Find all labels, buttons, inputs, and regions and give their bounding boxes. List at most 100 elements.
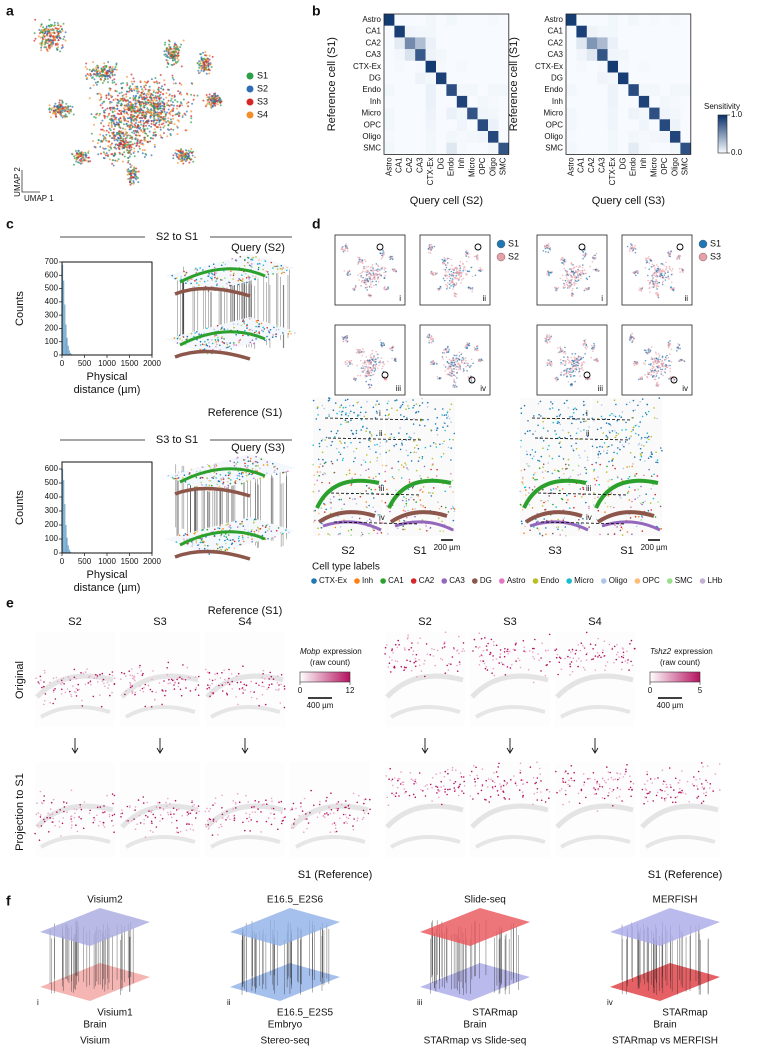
slab-dot bbox=[230, 525, 232, 527]
heatmap-cell bbox=[415, 49, 426, 61]
umap-dot bbox=[111, 115, 113, 117]
slab-dot bbox=[276, 329, 278, 331]
heatmap-cell bbox=[576, 26, 587, 38]
umap-dot bbox=[447, 346, 449, 348]
umap-dot bbox=[122, 144, 124, 146]
heatmap-cell bbox=[660, 14, 671, 26]
umap-dot bbox=[179, 105, 181, 107]
slab-dot bbox=[235, 463, 237, 465]
heatmap-cell bbox=[384, 108, 395, 120]
umap-dot bbox=[379, 269, 381, 271]
umap-dot bbox=[165, 97, 167, 99]
umap-dot bbox=[139, 128, 141, 130]
umap-dot bbox=[41, 24, 43, 26]
heatmap-cell bbox=[576, 14, 587, 26]
region-label: i bbox=[399, 294, 401, 303]
umap-dot bbox=[443, 262, 445, 264]
legend-marker bbox=[247, 73, 254, 80]
heatmap-cell bbox=[628, 108, 639, 120]
umap-dot bbox=[142, 152, 144, 154]
slab-dot bbox=[239, 479, 241, 481]
slab-dot bbox=[191, 278, 193, 280]
umap-dot bbox=[479, 267, 481, 269]
umap-dot bbox=[109, 68, 111, 70]
umap-dot bbox=[453, 371, 455, 373]
umap-dot bbox=[128, 172, 130, 174]
slab-dot bbox=[174, 337, 176, 339]
umap-dot bbox=[442, 352, 444, 354]
heatmap-cell bbox=[384, 37, 395, 49]
cell-dot bbox=[350, 484, 352, 486]
umap-dot bbox=[154, 128, 156, 130]
umap-dot bbox=[127, 174, 129, 176]
row-label: CA1 bbox=[547, 27, 563, 36]
panel-label: d bbox=[312, 216, 321, 232]
panel-label: c bbox=[6, 216, 14, 232]
slab-dot bbox=[238, 538, 240, 540]
umap-dot bbox=[127, 121, 129, 123]
umap-dot bbox=[450, 360, 452, 362]
heatmap-cell bbox=[384, 131, 395, 143]
umap-dot bbox=[106, 130, 108, 132]
umap-dot bbox=[166, 54, 168, 56]
umap-dot bbox=[176, 57, 178, 59]
umap-dot bbox=[166, 104, 168, 106]
slab-dot bbox=[228, 526, 230, 528]
umap-dot bbox=[173, 105, 175, 107]
umap-dot bbox=[125, 93, 127, 95]
cell-dot bbox=[366, 428, 368, 430]
slab-dot bbox=[268, 330, 270, 332]
heatmap-cell bbox=[587, 143, 598, 155]
umap-dot bbox=[147, 128, 149, 130]
slab-dot bbox=[200, 344, 202, 346]
umap-dot bbox=[136, 171, 138, 173]
umap-dot bbox=[67, 111, 69, 113]
umap-dot bbox=[464, 362, 466, 364]
slab-dot bbox=[275, 266, 277, 268]
heatmap-cell bbox=[576, 84, 587, 96]
heatmap-cell bbox=[457, 73, 468, 85]
cell-dot bbox=[446, 417, 448, 419]
umap-dot bbox=[370, 354, 372, 356]
umap-dot bbox=[361, 280, 363, 282]
umap-dot bbox=[125, 100, 127, 102]
umap-dot bbox=[368, 388, 370, 390]
umap-dot bbox=[137, 177, 139, 179]
umap-dot bbox=[175, 149, 177, 151]
cell-dot bbox=[353, 412, 355, 414]
umap-dot bbox=[446, 258, 448, 260]
heatmap-cell bbox=[628, 96, 639, 108]
umap-dot bbox=[147, 80, 149, 82]
slab-dot bbox=[265, 531, 267, 533]
slab-dot bbox=[176, 541, 178, 543]
heatmap-cell bbox=[587, 49, 598, 61]
umap-dot bbox=[138, 100, 140, 102]
umap-dot bbox=[466, 370, 468, 372]
heatmap-cell bbox=[670, 73, 681, 85]
umap-dot bbox=[120, 140, 122, 142]
umap-dot bbox=[432, 338, 434, 340]
cell-dot bbox=[322, 438, 324, 440]
umap-dot bbox=[46, 28, 48, 30]
cell-dot bbox=[375, 451, 377, 453]
umap-dot bbox=[123, 111, 125, 113]
umap-dot bbox=[124, 146, 126, 148]
umap-dot bbox=[131, 173, 133, 175]
slab-dot bbox=[216, 285, 218, 287]
umap-dot bbox=[121, 87, 123, 89]
umap-dot bbox=[135, 178, 137, 180]
cell-dot bbox=[370, 461, 372, 463]
umap-dot bbox=[113, 115, 115, 117]
umap-dot bbox=[114, 135, 116, 137]
umap-dot bbox=[367, 280, 369, 282]
umap-dot bbox=[58, 102, 60, 104]
heatmap-cell bbox=[597, 84, 608, 96]
umap-dot bbox=[362, 352, 364, 354]
cell-dot bbox=[405, 408, 407, 410]
slab-dot bbox=[280, 268, 282, 270]
umap-dot bbox=[140, 129, 142, 131]
axis-label: Physical bbox=[87, 371, 128, 383]
umap-dot bbox=[358, 263, 360, 265]
slab-dot bbox=[208, 273, 210, 275]
slab-dot bbox=[174, 278, 176, 280]
